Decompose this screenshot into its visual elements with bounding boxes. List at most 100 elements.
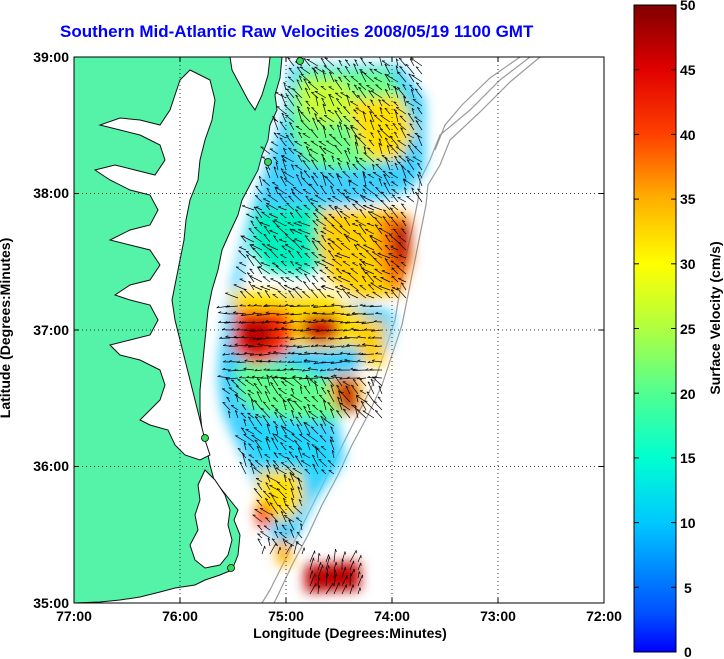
velocity-arrow xyxy=(308,411,319,419)
velocity-arrow-head xyxy=(310,202,314,204)
velocity-arrow xyxy=(274,187,279,195)
velocity-arrow-head xyxy=(260,376,264,379)
velocity-arrow-head xyxy=(240,321,244,324)
velocity-arrow xyxy=(414,116,423,123)
velocity-arrow xyxy=(334,205,343,211)
velocity-arrow xyxy=(274,376,287,379)
velocity-arrow xyxy=(320,375,327,387)
velocity-arrow xyxy=(284,435,295,443)
velocity-arrow-head xyxy=(239,376,242,379)
velocity-arrow-head xyxy=(283,497,286,501)
velocity-arrow-head xyxy=(285,94,289,97)
velocity-arrow-head xyxy=(395,58,399,62)
velocity-arrow-head xyxy=(402,220,406,223)
velocity-arrow xyxy=(261,321,271,324)
velocity-arrow xyxy=(294,164,303,171)
velocity-arrow xyxy=(292,468,303,475)
velocity-arrow xyxy=(325,556,330,571)
velocity-arrow xyxy=(378,138,383,147)
velocity-arrow-head xyxy=(317,119,321,122)
velocity-arrow xyxy=(368,139,375,147)
velocity-arrow xyxy=(329,124,335,131)
velocity-arrow xyxy=(380,200,391,211)
velocity-arrow xyxy=(383,182,391,195)
velocity-arrow xyxy=(222,369,231,371)
velocity-arrow-head xyxy=(252,247,256,250)
velocity-arrow-head xyxy=(339,377,343,380)
velocity-arrow xyxy=(279,137,287,147)
colorbar-label: Surface Velocity (cm/s) xyxy=(707,241,723,395)
velocity-arrow-head xyxy=(271,437,275,440)
velocity-arrow xyxy=(330,376,343,379)
velocity-arrow xyxy=(233,312,247,315)
velocity-arrow xyxy=(394,86,399,99)
velocity-arrow-head xyxy=(216,305,220,309)
velocity-arrow xyxy=(279,532,287,539)
velocity-arrow xyxy=(289,212,295,219)
velocity-arrow-head xyxy=(303,405,307,408)
velocity-arrow-head xyxy=(362,312,366,315)
velocity-arrow xyxy=(259,222,271,227)
velocity-arrow-head xyxy=(353,63,357,66)
velocity-arrow-head xyxy=(304,212,308,215)
velocity-arrow xyxy=(409,123,415,131)
velocity-arrow xyxy=(330,426,335,435)
velocity-arrow xyxy=(322,157,327,171)
velocity-arrow xyxy=(297,221,311,227)
velocity-arrow-head xyxy=(327,573,329,577)
velocity-arrow xyxy=(379,128,391,139)
velocity-arrow xyxy=(255,360,263,363)
velocity-arrow xyxy=(349,573,351,587)
velocity-arrow-head xyxy=(280,376,284,380)
velocity-arrow xyxy=(298,353,311,356)
velocity-arrow xyxy=(382,170,391,179)
velocity-arrow-head xyxy=(383,182,387,185)
x-tick-label: 77:00 xyxy=(56,608,92,624)
velocity-arrow xyxy=(288,398,295,403)
velocity-arrow xyxy=(380,115,391,123)
velocity-arrow-head xyxy=(298,412,302,415)
velocity-arrow xyxy=(310,426,319,435)
velocity-arrow xyxy=(274,434,287,443)
velocity-arrow-head xyxy=(373,257,377,260)
velocity-arrow xyxy=(280,442,287,451)
velocity-arrow xyxy=(240,235,247,243)
velocity-arrow xyxy=(304,469,311,475)
velocity-arrow-head xyxy=(253,488,257,490)
velocity-arrow xyxy=(254,439,263,451)
velocity-arrow xyxy=(306,433,319,443)
velocity-arrow xyxy=(412,99,423,107)
velocity-arrow-head xyxy=(379,53,381,55)
velocity-arrow xyxy=(240,290,247,299)
velocity-arrow xyxy=(320,446,327,451)
velocity-arrow-head xyxy=(352,203,356,206)
velocity-arrow-head xyxy=(230,352,234,355)
velocity-arrow xyxy=(228,387,239,395)
velocity-arrow xyxy=(339,285,351,291)
velocity-arrow xyxy=(322,103,327,115)
velocity-arrow-head xyxy=(373,401,377,403)
velocity-arrow xyxy=(234,344,247,347)
velocity-arrow xyxy=(375,163,383,171)
velocity-arrow xyxy=(379,57,383,67)
velocity-arrow xyxy=(247,389,255,395)
velocity-arrow xyxy=(257,343,271,347)
velocity-arrow xyxy=(405,156,415,163)
velocity-arrow-head xyxy=(306,327,310,330)
velocity-arrow-head xyxy=(336,107,340,110)
velocity-arrow xyxy=(324,266,335,275)
velocity-arrow-head xyxy=(291,164,294,167)
velocity-arrow-head xyxy=(265,482,269,485)
velocity-arrow xyxy=(218,321,231,324)
velocity-arrow xyxy=(363,72,375,83)
velocity-arrow xyxy=(281,112,287,123)
velocity-arrow-head xyxy=(270,513,274,515)
velocity-arrow xyxy=(300,73,311,83)
velocity-arrow-head xyxy=(322,156,326,160)
velocity-arrow-head xyxy=(322,564,324,569)
velocity-arrow-head xyxy=(250,220,254,223)
velocity-arrow-head xyxy=(272,460,276,462)
velocity-arrow-head xyxy=(311,67,315,69)
velocity-arrow xyxy=(350,268,359,275)
velocity-arrow xyxy=(407,113,415,123)
